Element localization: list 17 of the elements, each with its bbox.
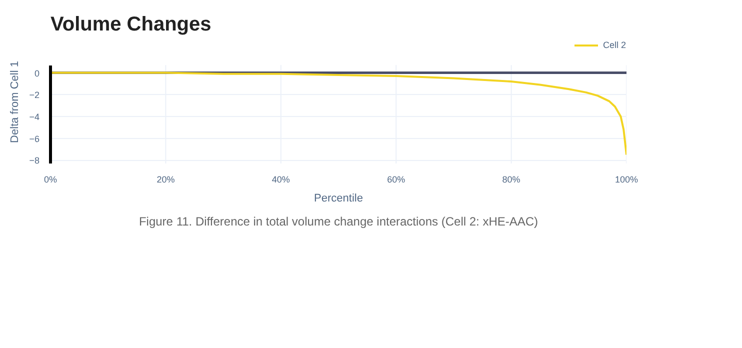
x-tick-label: 40% xyxy=(272,174,290,184)
y-axis-title: Delta from Cell 1 xyxy=(9,61,22,143)
y-tick-label: −4 xyxy=(29,112,40,122)
x-tick-label: 0% xyxy=(44,174,58,184)
x-tick-label: 60% xyxy=(387,174,406,184)
y-tick-label: −2 xyxy=(29,90,40,100)
x-tick-label: 80% xyxy=(502,174,520,184)
y-tick-label: −6 xyxy=(29,134,40,144)
y-tick-label: 0 xyxy=(34,68,40,78)
x-tick-label: 20% xyxy=(156,174,175,184)
x-axis-title: Percentile xyxy=(314,192,363,204)
x-tick-label: 100% xyxy=(614,174,638,184)
caption: Figure 11. Difference in total volume change interactions (Cell 2: xHE-AAC) xyxy=(138,214,538,228)
line-series xyxy=(50,72,626,156)
chart-title: Volume Changes xyxy=(50,14,212,36)
y-tick-label: −8 xyxy=(29,156,40,166)
legend-label: Cell 2 xyxy=(602,40,626,50)
